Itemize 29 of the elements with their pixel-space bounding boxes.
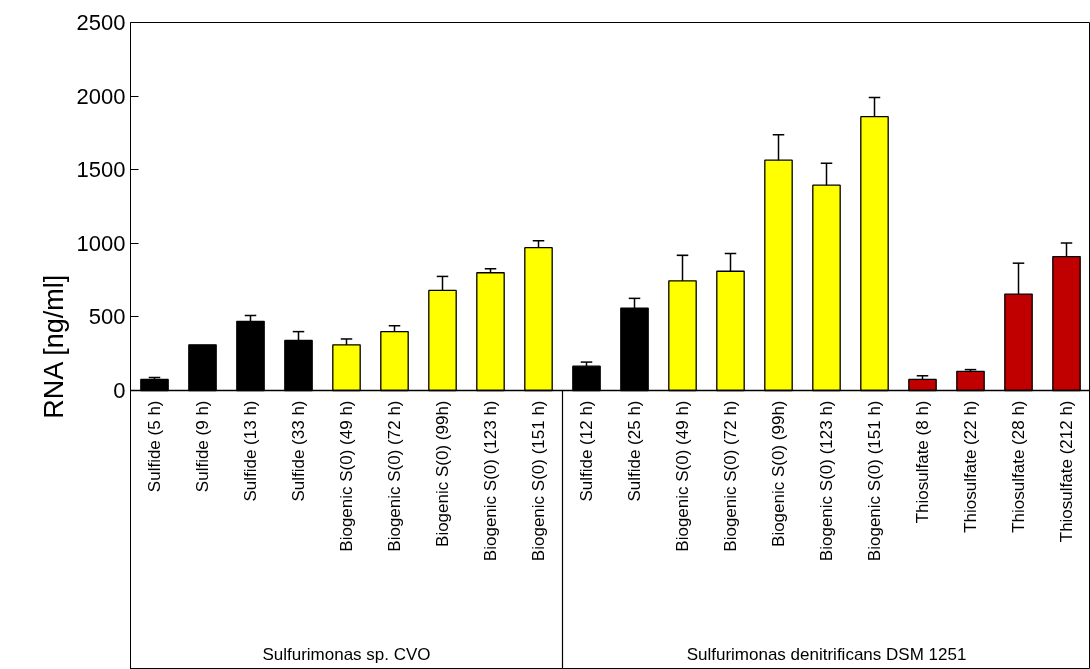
x-tick-label: Sulfide (25 h) <box>625 400 644 502</box>
y-tick-label: 1000 <box>76 230 126 256</box>
x-tick-label: Thiosulfate (8 h) <box>913 400 932 524</box>
text: Sulfurimonas denitrificans DSM 1251 <box>686 644 967 664</box>
x-tick-label: Biogenic S(0) (123 h) <box>481 400 500 562</box>
x-tick-label: Biogenic S(0) (72 h) <box>721 400 740 552</box>
y-tick-label: 1500 <box>76 157 126 183</box>
x-tick-label: Sulfide (13 h) <box>241 400 260 502</box>
x-tick-label: Biogenic S(0) (123 h) <box>817 400 836 562</box>
x-tick-label: Thiosulfate (22 h) <box>961 400 980 533</box>
x-tick-label: Sulfide (33 h) <box>289 400 308 502</box>
x-tick-label: Biogenic S(0) (72 h) <box>385 400 404 552</box>
y-tick-label: 2500 <box>76 10 126 35</box>
x-tick-label: Sulfide (12 h) <box>577 400 596 502</box>
x-tick-label: Sulfide (5 h) <box>145 400 164 493</box>
x-tick-label: Biogenic S(0) (151 h) <box>865 400 884 562</box>
x-tick-label: Biogenic S(0) (99h) <box>769 400 788 547</box>
x-tick-label: Biogenic S(0) (49 h) <box>673 400 692 552</box>
x-tick-label: Thiosulfate (28 h) <box>1009 400 1028 533</box>
y-tick-label: 0 <box>113 378 126 403</box>
y-axis-title: RNA [ng/ml] <box>38 274 69 419</box>
x-tick-label: Biogenic S(0) (99h) <box>433 400 452 547</box>
y-tick-label: 2000 <box>76 83 126 109</box>
y-tick-label: 500 <box>88 304 126 330</box>
x-tick-label: Sulfide (9 h) <box>193 400 212 493</box>
x-tick-label: Thiosulfate (212 h) <box>1057 400 1076 543</box>
text: Sulfurimonas sp. CVO <box>262 644 431 664</box>
x-tick-label: Biogenic S(0) (151 h) <box>529 400 548 562</box>
x-tick-label: Biogenic S(0) (49 h) <box>337 400 356 552</box>
